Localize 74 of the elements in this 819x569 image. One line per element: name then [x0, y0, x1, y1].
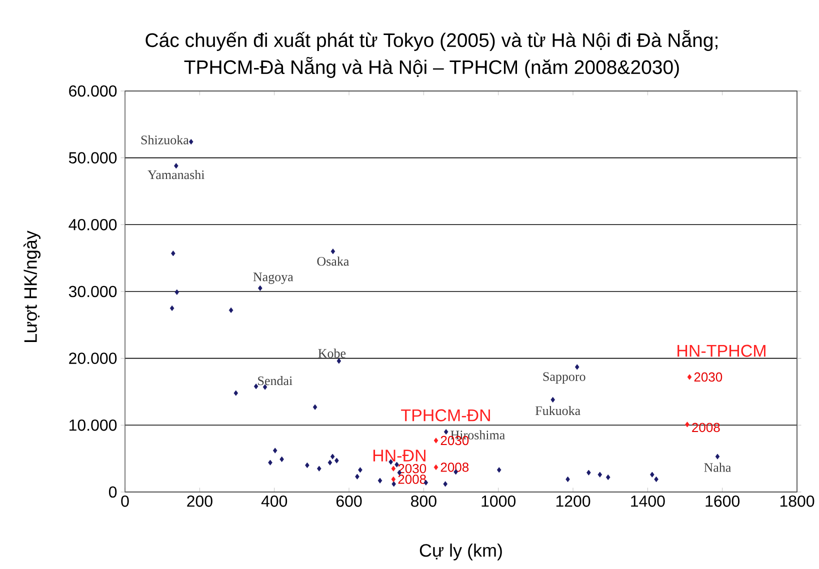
point — [378, 478, 382, 484]
point — [586, 470, 591, 476]
point — [228, 307, 234, 313]
x-tick-label: 1800 — [780, 496, 814, 507]
x-tick-label: 1600 — [706, 496, 740, 507]
point — [330, 248, 336, 254]
x-tick-label: 1000 — [482, 496, 516, 507]
y-tick-label: 0 — [108, 486, 117, 498]
point — [312, 404, 318, 410]
point — [258, 285, 262, 291]
point — [254, 384, 258, 390]
point — [336, 358, 342, 364]
point — [355, 474, 360, 480]
series-label: HN-TPHCM — [678, 344, 766, 357]
annotation: Nagoya — [253, 272, 294, 284]
y-axis-title: Lượt HK/ngày — [24, 230, 40, 342]
point — [234, 390, 238, 396]
series-label: HN-ĐN — [373, 450, 426, 462]
annotation: 2008 — [692, 422, 720, 432]
point — [272, 448, 278, 454]
x-axis-title: Cự ly (km) — [420, 544, 502, 560]
point — [174, 289, 180, 295]
point — [330, 454, 335, 460]
x-tick-label: 1200 — [556, 496, 590, 507]
annotation: Naha — [704, 462, 732, 472]
point — [328, 460, 332, 466]
y-tick-label: 10.000 — [70, 419, 117, 431]
point — [496, 467, 502, 473]
annotation: Sapporo — [543, 372, 586, 384]
point — [392, 481, 396, 487]
point — [434, 464, 438, 470]
point — [598, 472, 602, 478]
series-label: TPHCM-ĐN — [401, 409, 490, 422]
point — [685, 422, 690, 428]
x-tick-label: 600 — [336, 496, 362, 507]
point — [687, 374, 692, 380]
point — [334, 458, 339, 464]
point — [171, 250, 176, 256]
x-tick-label: 800 — [411, 496, 436, 507]
point — [443, 481, 448, 487]
point — [574, 364, 580, 370]
point — [268, 460, 272, 466]
chart-title: Các chuyến đi xuất phát từ Tokyo (2005) và từ Hà Nội đi Đà Nẵng; TPHCM-Đà Nẵng và Hà Nội – TPHCM (năm 2008&2030) — [146, 30, 718, 78]
point — [170, 305, 174, 311]
point — [715, 454, 720, 460]
y-tick-label: 50.000 — [68, 152, 117, 164]
annotation: 2008 — [398, 474, 426, 484]
annotation: Yamanashi — [148, 170, 204, 180]
annotation: Sendai — [258, 376, 292, 386]
x-tick-label: 0 — [121, 496, 129, 507]
point — [444, 429, 448, 435]
y-tick-label: 60.000 — [69, 85, 117, 97]
point — [174, 163, 178, 169]
y-tick-label: 30.000 — [68, 286, 117, 298]
annotation: 2030 — [694, 372, 722, 382]
annotation: Fukuoka — [535, 406, 580, 416]
annotation: Shizuoka — [141, 135, 189, 144]
point — [358, 467, 362, 473]
point — [391, 476, 396, 482]
point — [434, 438, 438, 444]
y-tick-label: 40.000 — [68, 218, 117, 230]
annotation: 2030 — [398, 464, 426, 474]
annotation: Kobe — [318, 348, 346, 358]
point — [316, 466, 322, 472]
annotation: Osaka — [317, 256, 350, 266]
point — [606, 474, 610, 480]
x-tick-label: 400 — [261, 496, 288, 507]
x-tick-label: 1400 — [631, 496, 665, 507]
point — [188, 138, 194, 145]
point — [391, 466, 396, 472]
x-tick-label: 200 — [187, 496, 212, 507]
point — [650, 472, 654, 478]
annotation: 2008 — [440, 462, 469, 472]
y-tick-label: 20.000 — [69, 352, 117, 364]
